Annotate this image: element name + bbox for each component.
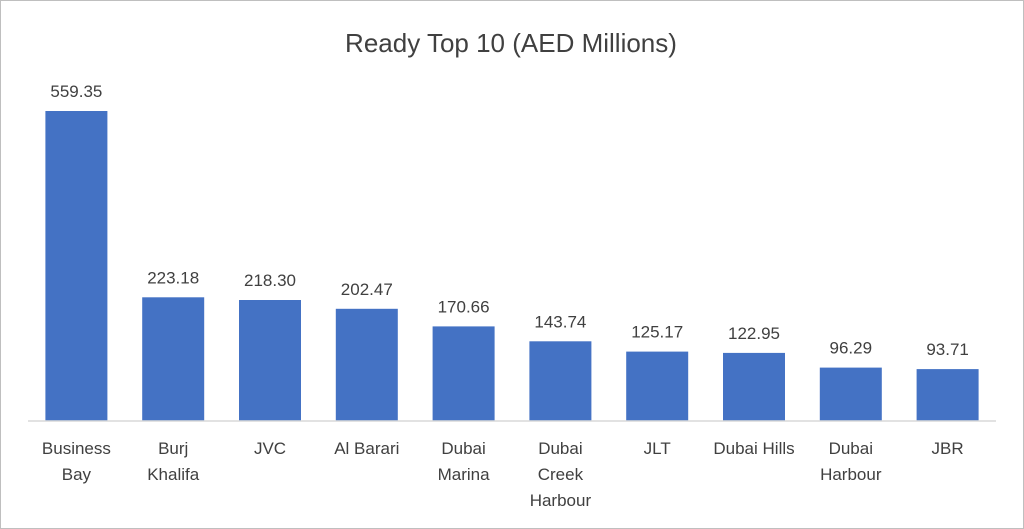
category-label-line: JLT: [644, 439, 671, 458]
category-label-jvc: JVC: [254, 439, 286, 458]
category-label-burj-khalifa: Burj Khalifa: [147, 439, 200, 484]
bar-dubai-creek-harbour: [529, 341, 592, 421]
category-label-line: Dubai: [538, 439, 582, 458]
category-label-line: Dubai: [829, 439, 873, 458]
category-label-al-barari: Al Barari: [334, 439, 399, 458]
category-label-line: Al Barari: [334, 439, 399, 458]
data-label-dubai-marina: 170.66: [438, 297, 490, 316]
data-label-dubai-hills: 122.95: [728, 324, 780, 343]
category-label-business-bay: Business Bay: [42, 439, 111, 484]
data-label-al-barari: 202.47: [341, 280, 393, 299]
category-label-line: Business: [42, 439, 111, 458]
category-label-line: Marina: [438, 465, 491, 484]
bar-burj-khalifa: [142, 297, 205, 421]
category-label-line: JVC: [254, 439, 286, 458]
data-labels-group: 559.35 223.18 218.30 202.47 170.66 143.74 125.…: [50, 82, 968, 359]
data-label-business-bay: 559.35: [50, 82, 102, 101]
category-label-line: Dubai Hills: [713, 439, 794, 458]
bar-jbr: [916, 369, 979, 421]
data-label-dubai-creek-harbour: 143.74: [534, 312, 586, 331]
chart-title: Ready Top 10 (AED Millions): [345, 28, 677, 58]
category-label-line: Harbour: [820, 465, 882, 484]
bar-dubai-harbour: [819, 367, 882, 421]
category-label-line: Bay: [62, 465, 92, 484]
category-label-line: Creek: [538, 465, 584, 484]
data-label-jlt: 125.17: [631, 323, 683, 342]
category-label-line: JBR: [932, 439, 964, 458]
bar-jlt: [626, 351, 689, 421]
category-labels-group: Business Bay Burj Khalifa JVC Al Barari Dubai M…: [42, 439, 964, 510]
bars-group: [45, 111, 979, 421]
data-label-dubai-harbour: 96.29: [830, 339, 873, 358]
data-label-burj-khalifa: 223.18: [147, 268, 199, 287]
data-label-jbr: 93.71: [926, 340, 969, 359]
category-label-dubai-marina: Dubai Marina: [438, 439, 491, 484]
category-label-line: Dubai: [441, 439, 485, 458]
category-label-line: Harbour: [530, 491, 592, 510]
bar-business-bay: [45, 111, 108, 421]
category-label-jlt: JLT: [644, 439, 671, 458]
bar-jvc: [239, 300, 301, 421]
category-label-line: Burj: [158, 439, 188, 458]
bar-dubai-marina: [432, 326, 495, 421]
category-label-dubai-creek-harbour: Dubai Creek Harbour: [530, 439, 592, 510]
category-label-jbr: JBR: [932, 439, 964, 458]
data-label-jvc: 218.30: [244, 271, 296, 290]
bar-dubai-hills: [723, 352, 785, 421]
category-label-line: Khalifa: [147, 465, 200, 484]
bar-al-barari: [335, 308, 398, 421]
category-label-dubai-hills: Dubai Hills: [713, 439, 794, 458]
category-label-dubai-harbour: Dubai Harbour: [820, 439, 882, 484]
